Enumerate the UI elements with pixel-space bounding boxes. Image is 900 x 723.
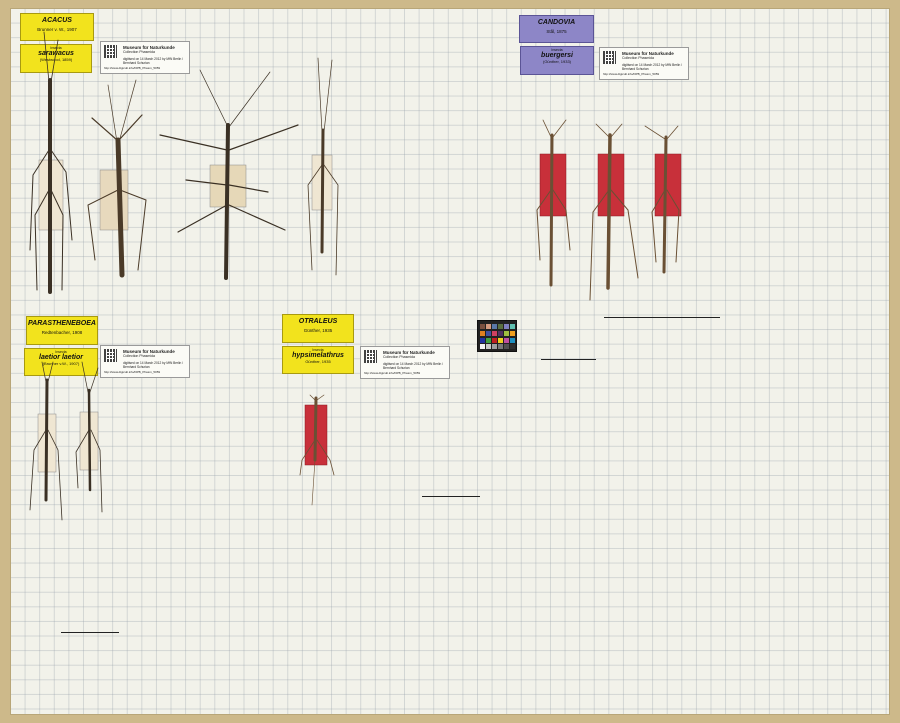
species-label-candovia: Insecta buergersi (Günther, 1933) [520,46,594,75]
species-label-parastheneboea: Insecta laetior laetior (Brunner v.W., 1… [24,348,98,376]
scale-bar [422,496,480,497]
genus-author: Brunner v. W., 1907 [37,27,77,32]
scale-bar [604,317,720,318]
genus-label-acacus: ACACUS Brunner v. W., 1907 [20,13,94,41]
qr-code-icon [364,350,377,363]
genus-name: ACACUS [42,17,72,24]
rank-text: Insecta [50,46,62,50]
genus-label-candovia: CANDOVIA Stål, 1875 [519,15,594,43]
rank-text: Insecta [312,348,324,352]
specimen-candovia-2 [589,123,639,301]
specimen-acacus-4 [307,57,339,276]
specimen-candovia-1 [536,119,571,287]
scale-bar [541,359,596,360]
rank-text: Insecta [551,48,563,52]
scale-bar [61,632,119,633]
museum-subtitle: Collection Phasmida [383,355,415,359]
museum-digitised: digitised on 14 March 2012 by MfN Berlin… [123,361,184,369]
species-label-otraleus: Insecta hypsimelathrus Günther, 1935 [282,346,354,374]
qr-code-icon [104,349,117,362]
specimen-acacus-2 [87,79,147,278]
genus-name: CANDOVIA [537,19,576,26]
species-author: (Brunner v.W., 1907) [42,361,80,366]
genus-author: Redtenbacher, 1908 [41,330,83,335]
qr-code-icon [104,45,117,58]
museum-digitised: digitised on 14 March 2012 by MfN Berlin… [123,57,184,65]
color-checker-icon [477,320,517,352]
specimen-parastheneboea-2 [75,361,103,513]
museum-label-candovia: Museum für Naturkunde Collection Phasmid… [599,47,689,80]
species-name: laetior laetior [39,354,83,361]
qr-code-icon [603,51,616,64]
specimen-acacus-1 [29,31,73,294]
museum-digitised: digitised on 14 March 2012 by MfN Berlin… [383,362,444,370]
genus-label-parastheneboea: PARASTHENEBOEA Redtenbacher, 1908 [26,316,98,345]
museum-label-parastheneboea: Museum für Naturkunde Collection Phasmid… [100,345,190,378]
museum-url: http://www.digicult.info/DPB_Phasm_5059 [104,66,161,70]
museum-url: http://www.digicult.info/DPB_Phasm_5059 [364,371,421,375]
museum-subtitle: Collection Phasmida [622,56,654,60]
museum-url: http://www.digicult.info/DPB_Phasm_5059 [104,370,161,374]
genus-author: Günther, 1935 [303,328,333,333]
specimen-candovia-3 [644,125,682,274]
genus-name: PARASTHENEBOEA [28,320,96,327]
museum-title: Museum für Naturkunde [123,45,175,50]
museum-title: Museum für Naturkunde [383,350,435,355]
museum-label-otraleus: Museum für Naturkunde Collection Phasmid… [360,346,450,379]
rank-text: Insecta [55,350,67,354]
genus-label-otraleus: OTRALEUS Günther, 1935 [282,314,354,343]
species-name: hypsimelathrus [292,352,344,359]
museum-label-acacus: Museum für Naturkunde Collection Phasmid… [100,41,190,74]
museum-subtitle: Collection Phasmida [123,354,155,358]
species-author: Günther, 1935 [305,359,331,364]
specimen-acacus-3 [159,69,299,280]
genus-author: Stål, 1875 [546,29,567,34]
species-name: buergersi [541,52,573,59]
genus-name: OTRALEUS [298,318,338,325]
specimen-parastheneboea-1 [29,361,63,521]
museum-digitised: digitised on 14 March 2012 by MfN Berlin… [622,63,683,71]
species-author: (Günther, 1933) [542,59,572,64]
museum-subtitle: Collection Phasmida [123,50,155,54]
specimen-otraleus-1 [299,394,335,506]
museum-title: Museum für Naturkunde [123,349,175,354]
museum-url: http://www.digicult.info/DPB_Phasm_5059 [603,72,660,76]
museum-title: Museum für Naturkunde [622,51,674,56]
species-author: (Westwood, 1859) [39,57,73,62]
